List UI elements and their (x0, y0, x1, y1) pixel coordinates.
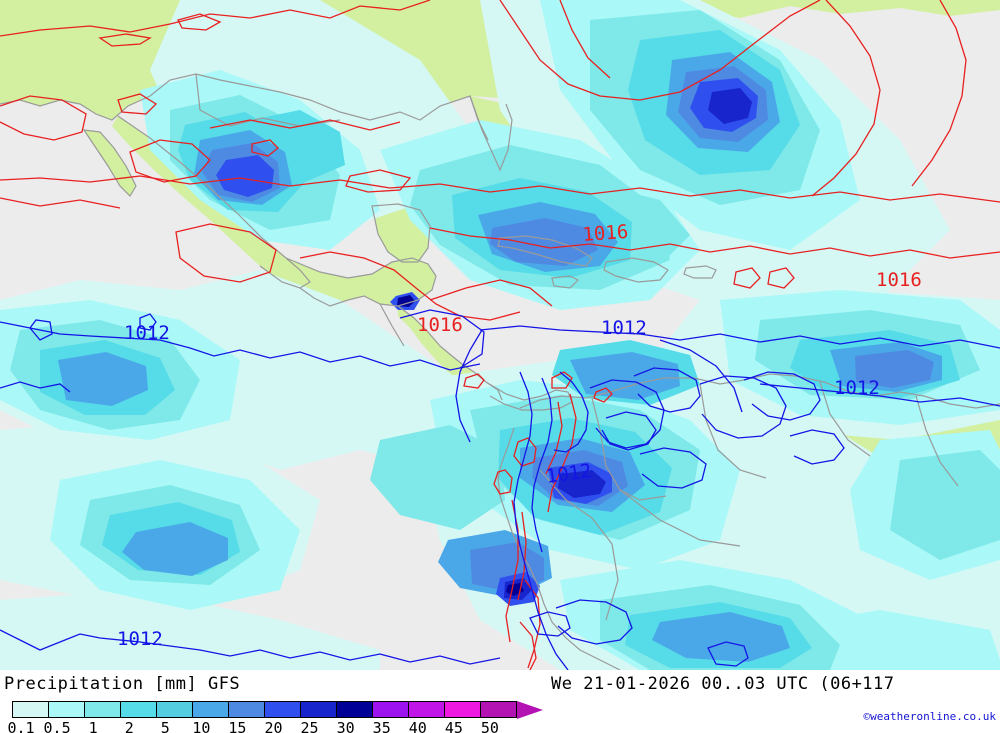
colorbar-tick-20: 20 (264, 719, 283, 733)
colorbar-tick-0.5: 0.5 (43, 719, 71, 733)
colorbar-swatch-50 (481, 702, 516, 717)
colorbar-tick-30: 30 (336, 719, 355, 733)
isobar-label-1016-atlantic: 1016 (876, 269, 922, 291)
precipitation-map[interactable]: 1016 1016 1016 1012 1012 1012 1012 1012 (0, 0, 1000, 670)
isobar-label-1016-central-america: 1016 (417, 314, 463, 336)
colorbar-swatch-30 (337, 702, 373, 717)
isobar-low-layer (0, 309, 1000, 670)
colorbar-tick-45: 45 (444, 719, 463, 733)
isobar-label-1016-caribbean: 1016 (582, 221, 629, 246)
colorbar-tick-1: 1 (88, 719, 98, 733)
model-run-label: We 21-01-2026 00..03 UTC (06+117 (551, 674, 895, 694)
colorbar-swatch-1 (85, 702, 121, 717)
colorbar-tick-labels: 0.1 0.5 1 2 5 10 15 20 25 30 35 40 45 50 (0, 719, 540, 733)
isobar-label-1012-atlantic: 1012 (834, 377, 880, 399)
colorbar-swatch-25 (301, 702, 337, 717)
colorbar-swatch-35 (373, 702, 409, 717)
colorbar-swatches (12, 701, 517, 718)
colorbar-tick-35: 35 (372, 719, 391, 733)
colorbar-tick-5: 5 (160, 719, 170, 733)
legend-title: Precipitation [mm] GFS (4, 674, 241, 694)
colorbar-swatch-10 (193, 702, 229, 717)
colorbar-swatch-40 (409, 702, 445, 717)
colorbar-swatch-20 (265, 702, 301, 717)
precipitation-colorbar (12, 701, 517, 733)
colorbar-swatch-0.5 (49, 702, 85, 717)
colorbar-tick-50: 50 (480, 719, 499, 733)
isobar-high-layer (0, 0, 1000, 670)
isobar-label-1012-pacific-sw: 1012 (117, 628, 163, 650)
map-footer: Precipitation [mm] GFS We 21-01-2026 00.… (0, 670, 1000, 733)
map-canvas: 1016 1016 1016 1012 1012 1012 1012 1012 (0, 0, 1000, 670)
isobar-label-layer: 1016 1016 1016 1012 1012 1012 1012 1012 (117, 221, 922, 650)
copyright-notice: ©weatheronline.co.uk (863, 710, 996, 723)
colorbar-tick-0.1: 0.1 (7, 719, 35, 733)
isobar-label-1012-caribbean: 1012 (601, 317, 647, 339)
colorbar-tick-2: 2 (124, 719, 134, 733)
colorbar-swatch-15 (229, 702, 265, 717)
colorbar-swatch-45 (445, 702, 481, 717)
colorbar-tick-40: 40 (408, 719, 427, 733)
colorbar-tick-10: 10 (192, 719, 211, 733)
colorbar-tick-15: 15 (228, 719, 247, 733)
colorbar-swatch-5 (157, 702, 193, 717)
colorbar-tick-25: 25 (300, 719, 319, 733)
colorbar-overflow-arrow-icon (517, 701, 543, 719)
colorbar-swatch-2 (121, 702, 157, 717)
isobar-label-1012-pacific-nw: 1012 (124, 322, 170, 344)
colorbar-swatch-0.1 (13, 702, 49, 717)
